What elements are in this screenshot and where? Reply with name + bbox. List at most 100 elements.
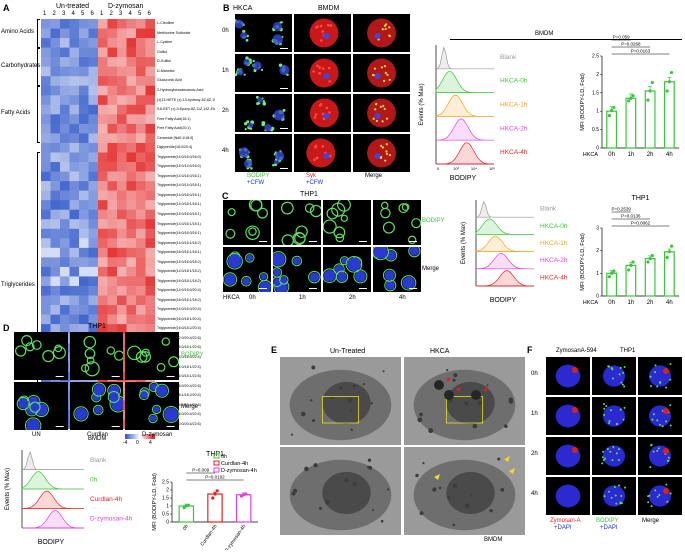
heatmap-cell [50, 209, 61, 220]
heatmap-cell [117, 123, 127, 134]
cell-nucleus [280, 276, 288, 284]
heatmap-cell [50, 133, 61, 144]
heatmap-cell [79, 85, 89, 96]
syk-spot [313, 116, 317, 119]
heatmap-cell [117, 324, 127, 334]
lipid-droplet [654, 364, 657, 367]
micrograph-canvas [14, 332, 68, 380]
heatmap-cell [107, 104, 118, 115]
em-organelle [344, 478, 349, 483]
syk-spot [314, 144, 318, 148]
heatmap-cell [98, 104, 108, 115]
heatmap-cell [50, 66, 61, 77]
scale-bar [280, 88, 288, 89]
lipid-droplet [619, 501, 622, 504]
zymosan-particle [663, 488, 669, 494]
hist-curve [435, 46, 494, 70]
micrograph-bg [223, 200, 271, 245]
heatmap-cell [79, 47, 89, 58]
heatmap-row-label: Triglyceride(16:0/18:1/18:2) [157, 278, 201, 283]
cell-nucleus [260, 273, 267, 280]
lipid-droplet [669, 404, 672, 407]
heatmap-cell [98, 209, 108, 220]
cell-ring [73, 406, 89, 422]
heatmap-cell [98, 228, 108, 239]
coloc-spot [380, 144, 383, 147]
heatmap-cell [145, 76, 155, 87]
hist-curve [475, 218, 534, 235]
heatmap-cell [145, 171, 155, 182]
em-organelle [368, 465, 373, 470]
heatmap-cell [117, 95, 127, 106]
heatmap-cell [50, 305, 61, 315]
bar-ylabel: MFI (BODIPY-LD, Fold) [580, 233, 586, 291]
cell-ring [291, 255, 303, 267]
panel-e-label: E [271, 345, 278, 355]
panel-f-channel-label: Merge [642, 518, 660, 524]
cell-ring [280, 201, 294, 215]
heatmap-cell [88, 123, 99, 134]
syk-spot [328, 154, 332, 158]
cfw-spot [236, 68, 244, 76]
heatmap-cell [126, 95, 137, 106]
lipid-droplet [667, 459, 670, 462]
bar-xlabel-prefix: HKCA [583, 152, 599, 158]
heatmap-cell [136, 219, 146, 230]
lipid-droplet [244, 128, 247, 131]
heatmap-cell [69, 114, 80, 125]
lipid-droplet [271, 164, 275, 167]
heatmap-cell [126, 114, 137, 125]
coloc-spot [381, 120, 384, 123]
em-organelle [504, 424, 508, 428]
heatmap-cell [145, 19, 155, 29]
panel-f-header-zymosan: ZymosanA-594 [556, 348, 597, 354]
panel-f-time-label: 2h [531, 451, 538, 457]
scale-bar [55, 426, 64, 427]
heatmap-cell [136, 28, 146, 39]
bar-legend-label: Curdlan-4h [221, 461, 248, 467]
lipid-droplet [656, 449, 659, 452]
heatmap-cell [41, 114, 51, 125]
micrograph-canvas [322, 197, 371, 245]
heatmap-cell [145, 123, 155, 134]
cell-nucleus [108, 392, 118, 402]
lipid-droplet [650, 384, 653, 387]
syk-cell [309, 98, 339, 128]
heatmap-cell [126, 324, 137, 334]
heatmap-cell [98, 257, 108, 268]
panel-c-time-label: 4h [399, 295, 406, 301]
hist-legend-label: HKCA-0h [500, 78, 528, 85]
sig-pvalue: P=0.009 [192, 468, 209, 473]
lipid-droplet [649, 466, 652, 469]
bar-ytick-label: 2 [166, 488, 169, 494]
heatmap-cell [107, 209, 118, 220]
heatmap-cell [79, 114, 89, 125]
cfw-spot [323, 33, 330, 39]
heatmap-cell [69, 47, 80, 58]
micrograph-tile [546, 357, 590, 395]
heatmap-cell [41, 200, 51, 210]
heatmap-row-label: Triglyceride(14:0/16:0/18:1) [157, 211, 201, 216]
heatmap-cell [136, 162, 146, 172]
em-tile [280, 357, 401, 445]
cfw-spot [274, 151, 285, 161]
hist-curve [475, 200, 534, 218]
heatmap-cell [126, 276, 137, 287]
em-lipid-droplet [471, 390, 481, 400]
syk-cell [306, 138, 336, 168]
heatmap-cell [88, 181, 99, 191]
heatmap-cell [126, 238, 137, 249]
heatmap-cell [41, 219, 51, 230]
panel-d-row-label: BODIPY [181, 352, 204, 358]
lipid-droplet [669, 378, 672, 381]
bar [178, 505, 195, 523]
micrograph-canvas [294, 94, 351, 132]
panel-d-micrograph-grid [14, 332, 180, 434]
heatmap-cell [117, 76, 127, 87]
micrograph-tile [546, 437, 590, 475]
cell-nucleus [271, 252, 285, 266]
heatmap-scale-ticks: -4 0 4 [123, 440, 155, 446]
heatmap-row-label: Triglyceride(16:0/16:1/18:1) [157, 250, 201, 255]
lipid-droplet [614, 494, 617, 497]
bar-category-label: 0h [182, 524, 190, 532]
